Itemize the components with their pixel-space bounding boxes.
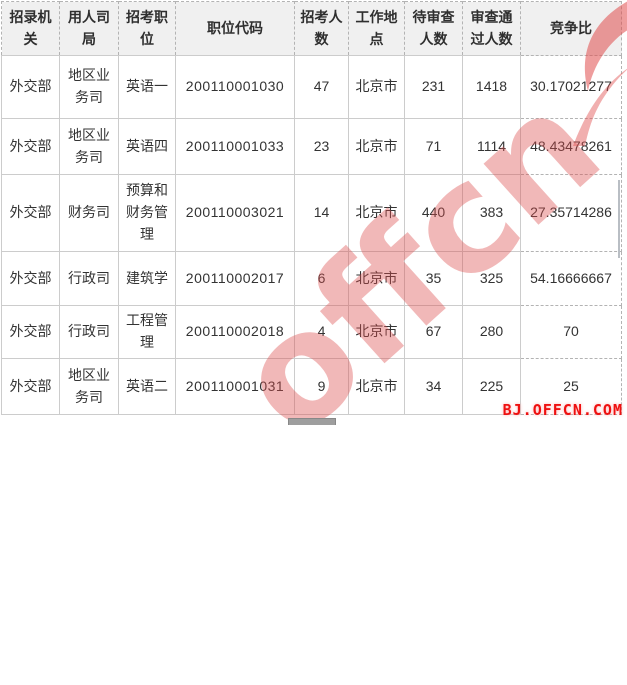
scrollbar-fragment [618,180,620,258]
cell-code: 200110001033 [175,118,295,175]
horizontal-scrollbar-thumb[interactable] [288,418,336,425]
cell-recruits: 6 [294,251,349,306]
cell-passed: 225 [462,358,521,415]
cell-agency: 外交部 [1,251,60,306]
cell-passed: 325 [462,251,521,306]
table-row: 外交部 财务司 预算和财务管理 200110003021 14 北京市 440 383 27.3… [1,174,622,252]
cell-ratio: 30.17021277 [520,55,622,119]
cell-agency: 外交部 [1,55,60,119]
cell-location: 北京市 [348,305,405,359]
header-row: 招录机关 用人司局 招考职位 职位代码 招考人数 工作地点 待审查人数 审查通过人数 竞争比 [1,1,622,56]
cell-ratio: 27.35714286 [520,174,622,252]
cell-agency: 外交部 [1,118,60,175]
table-row: 外交部 行政司 工程管理 200110002018 4 北京市 67 280 70 [1,305,622,359]
cell-position: 英语二 [118,358,176,415]
table-body: 外交部 地区业务司 英语一 200110001030 47 北京市 231 1418 30.17… [1,55,622,415]
cell-recruits: 23 [294,118,349,175]
cell-recruits: 9 [294,358,349,415]
cell-code: 200110002018 [175,305,295,359]
cell-passed: 280 [462,305,521,359]
cell-code: 200110001031 [175,358,295,415]
cell-code: 200110003021 [175,174,295,252]
cell-ratio: 70 [520,305,622,359]
table-row: 外交部 行政司 建筑学 200110002017 6 北京市 35 325 54.1666666… [1,251,622,306]
cell-pending: 35 [404,251,463,306]
table-row: 外交部 地区业务司 英语一 200110001030 47 北京市 231 1418 30.17… [1,55,622,119]
cell-ratio: 54.16666667 [520,251,622,306]
cell-bureau: 地区业务司 [59,55,119,119]
cell-position: 英语四 [118,118,176,175]
cell-agency: 外交部 [1,305,60,359]
cell-bureau: 行政司 [59,251,119,306]
cell-recruits: 4 [294,305,349,359]
table-row: 外交部 地区业务司 英语二 200110001031 9 北京市 34 225 25 [1,358,622,415]
column-header-code: 职位代码 [175,1,295,56]
cell-agency: 外交部 [1,358,60,415]
cell-agency: 外交部 [1,174,60,252]
column-header-recruits: 招考人数 [294,1,349,56]
cell-position: 英语一 [118,55,176,119]
cell-recruits: 14 [294,174,349,252]
column-header-ratio: 竞争比 [520,1,622,56]
cell-pending: 67 [404,305,463,359]
column-header-location: 工作地点 [348,1,405,56]
cell-pending: 231 [404,55,463,119]
column-header-passed: 审查通过人数 [462,1,521,56]
cell-passed: 383 [462,174,521,252]
cell-bureau: 地区业务司 [59,358,119,415]
cell-location: 北京市 [348,358,405,415]
cell-recruits: 47 [294,55,349,119]
cell-bureau: 财务司 [59,174,119,252]
cell-location: 北京市 [348,174,405,252]
cell-bureau: 地区业务司 [59,118,119,175]
cell-passed: 1114 [462,118,521,175]
cell-code: 200110001030 [175,55,295,119]
cell-position: 工程管理 [118,305,176,359]
positions-table: 招录机关 用人司局 招考职位 职位代码 招考人数 工作地点 待审查人数 审查通过人数 竞争比 外… [1,1,622,415]
column-header-pending: 待审查人数 [404,1,463,56]
cell-ratio: 48.43478261 [520,118,622,175]
cell-bureau: 行政司 [59,305,119,359]
cell-pending: 71 [404,118,463,175]
table-row: 外交部 地区业务司 英语四 200110001033 23 北京市 71 1114 48.434… [1,118,622,175]
cell-pending: 440 [404,174,463,252]
cell-code: 200110002017 [175,251,295,306]
cell-location: 北京市 [348,55,405,119]
column-header-bureau: 用人司局 [59,1,119,56]
column-header-agency: 招录机关 [1,1,60,56]
cell-passed: 1418 [462,55,521,119]
cell-ratio: 25 [520,358,622,415]
spreadsheet-view: 招录机关 用人司局 招考职位 职位代码 招考人数 工作地点 待审查人数 审查通过人数 竞争比 外… [1,1,627,470]
column-header-position: 招考职位 [118,1,176,56]
cell-location: 北京市 [348,251,405,306]
cell-position: 建筑学 [118,251,176,306]
cell-position: 预算和财务管理 [118,174,176,252]
cell-pending: 34 [404,358,463,415]
cell-location: 北京市 [348,118,405,175]
